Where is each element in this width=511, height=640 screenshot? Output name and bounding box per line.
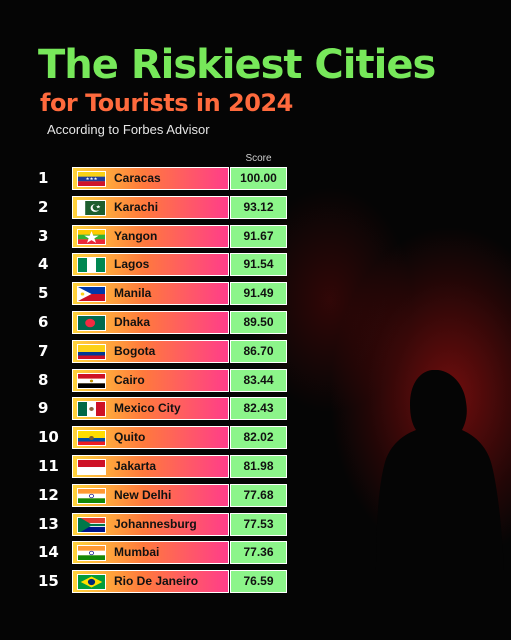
score-value: 93.12 [230, 195, 287, 219]
rank-number: 10 [38, 428, 59, 447]
page-title: The Riskiest Cities [38, 42, 436, 88]
city-cell: Cairo [72, 368, 229, 392]
rank-number: 2 [38, 197, 49, 216]
egypt-flag [77, 372, 106, 389]
city-cell: Johannesburg [72, 512, 229, 536]
source-note: According to Forbes Advisor [47, 122, 210, 137]
ecuador-flag [77, 430, 106, 447]
rank-number: 3 [38, 226, 49, 245]
rank-number: 15 [38, 572, 59, 591]
rank-number: 5 [38, 284, 49, 303]
city-cell: Yangon [72, 224, 229, 248]
city-name: Jakarta [114, 459, 157, 473]
hooded-figure-silhouette [376, 370, 504, 640]
city-name: Cairo [114, 372, 145, 387]
indonesia-flag [77, 459, 106, 475]
score-value: 86.70 [230, 339, 287, 363]
city-cell: New Delhi [72, 483, 229, 507]
india-flag [77, 487, 106, 504]
city-name: Quito [114, 430, 146, 445]
city-name: Rio De Janeiro [114, 574, 199, 589]
score-value: 91.54 [230, 253, 287, 277]
city-cell: Karachi [72, 195, 229, 219]
score-value: 82.43 [230, 397, 287, 421]
city-name: New Delhi [114, 487, 172, 502]
city-cell: Bogota [72, 339, 229, 363]
score-value: 77.53 [230, 512, 287, 536]
india-flag [77, 545, 106, 562]
philippines-flag [77, 286, 106, 303]
score-value: 91.67 [230, 224, 287, 248]
city-name: Mumbai [114, 545, 160, 560]
score-value: 82.02 [230, 426, 287, 450]
rank-number: 6 [38, 313, 49, 331]
score-value: 76.59 [230, 570, 287, 594]
rank-number: 12 [38, 485, 59, 504]
bangladesh-flag [77, 315, 106, 331]
rank-number: 11 [38, 457, 59, 475]
city-cell: Jakarta [72, 455, 229, 478]
south-africa-flag [77, 516, 106, 533]
rank-number: 14 [38, 543, 59, 562]
rank-number: 7 [38, 341, 49, 360]
score-value: 77.68 [230, 483, 287, 507]
city-name: Lagos [114, 257, 150, 272]
pakistan-flag [77, 199, 106, 216]
score-column-header: Score [245, 153, 272, 164]
colombia-flag [77, 343, 106, 360]
city-cell: Mumbai [72, 541, 229, 565]
city-name: Karachi [114, 199, 159, 214]
city-name: Yangon [114, 228, 158, 243]
myanmar-flag [77, 228, 106, 245]
score-value: 83.44 [230, 368, 287, 392]
city-cell: Lagos [72, 253, 229, 277]
rank-number: 4 [38, 255, 49, 274]
rank-number: 13 [38, 514, 59, 533]
rank-number: 8 [38, 370, 49, 389]
city-cell: Dhaka [72, 311, 229, 334]
city-cell: Rio De Janeiro [72, 570, 229, 594]
city-cell: Quito [72, 426, 229, 450]
city-cell: Mexico City [72, 397, 229, 421]
nigeria-flag [77, 257, 106, 274]
city-name: Mexico City [114, 401, 181, 416]
brazil-flag [77, 574, 106, 591]
score-value: 91.49 [230, 282, 287, 306]
city-name: Manila [114, 286, 152, 301]
city-name: Caracas [114, 171, 161, 185]
venezuela-flag: ★★★ [77, 171, 106, 187]
svg-text:★★★: ★★★ [85, 176, 97, 181]
mexico-flag [77, 401, 106, 418]
score-value: 100.00 [230, 167, 287, 190]
city-cell: Manila [72, 282, 229, 306]
city-name: Dhaka [114, 315, 151, 329]
score-value: 77.36 [230, 541, 287, 565]
rank-number: 9 [38, 399, 49, 418]
score-value: 81.98 [230, 455, 287, 478]
rank-number: 1 [38, 169, 49, 187]
page-subtitle: for Tourists in 2024 [40, 89, 293, 117]
city-name: Bogota [114, 343, 156, 358]
city-cell: ★★★ Caracas [72, 167, 229, 190]
score-value: 89.50 [230, 311, 287, 334]
city-name: Johannesburg [114, 516, 197, 531]
